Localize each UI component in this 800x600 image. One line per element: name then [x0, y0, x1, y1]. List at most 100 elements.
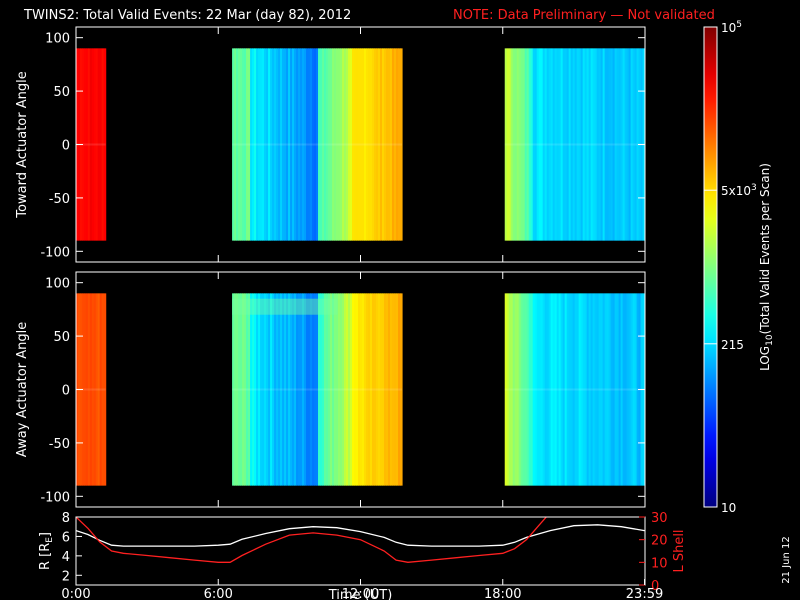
orbit-xtick-label: 23:59: [626, 587, 663, 600]
toward-stripe: [352, 48, 355, 241]
toward-stripe: [87, 48, 91, 241]
away-stripe: [393, 293, 397, 486]
toward-stripe: [540, 48, 544, 241]
toward-stripe: [368, 48, 371, 241]
toward-stripe: [399, 48, 403, 241]
away-stripe: [548, 293, 552, 486]
toward-stripe: [542, 48, 546, 241]
orbit-ytick-right-label: 30: [651, 511, 668, 526]
away-stripe: [246, 293, 249, 486]
toward-stripe: [636, 48, 640, 241]
away-stripe: [602, 293, 606, 486]
colorbar-tick-base: 5x10: [721, 184, 751, 198]
toward-stripe: [620, 48, 624, 241]
colorbar-tick-label: 105: [721, 20, 742, 35]
toward-stripe: [292, 48, 295, 241]
away-stripe: [322, 293, 325, 486]
away-stripe: [346, 293, 349, 486]
toward-stripe: [630, 48, 634, 241]
away-stripe: [302, 293, 305, 486]
away-stripe: [399, 293, 403, 486]
toward-stripe: [558, 48, 562, 241]
away-stripe: [588, 293, 592, 486]
away-stripe: [248, 293, 251, 486]
away-zero-band: [232, 388, 402, 391]
toward-stripe: [600, 48, 604, 241]
away-stripe: [272, 293, 275, 486]
away-stripe: [578, 293, 582, 486]
toward-stripe: [320, 48, 323, 241]
away-stripe: [372, 293, 375, 486]
away-stripe: [244, 293, 247, 486]
away-stripe: [384, 293, 387, 486]
toward-stripe: [512, 48, 516, 241]
toward-stripe: [85, 48, 89, 241]
toward-stripe: [332, 48, 335, 241]
toward-stripe: [574, 48, 578, 241]
toward-stripe: [528, 48, 532, 241]
away-stripe: [620, 293, 624, 486]
toward-stripe: [298, 48, 301, 241]
toward-stripe: [348, 48, 351, 241]
toward-stripe: [554, 48, 558, 241]
title-note: NOTE: Data Preliminary — Not validated: [453, 8, 715, 23]
toward-stripe: [264, 48, 267, 241]
away-stripe: [550, 293, 554, 486]
toward-stripe: [308, 48, 311, 241]
away-ytick-label: 0: [62, 384, 70, 399]
toward-stripe: [568, 48, 572, 241]
toward-stripe: [338, 48, 341, 241]
toward-stripe: [358, 48, 361, 241]
toward-stripe: [346, 48, 349, 241]
away-stripe: [380, 293, 383, 486]
away-stripe: [528, 293, 532, 486]
toward-stripe: [390, 48, 393, 241]
toward-stripe: [395, 48, 399, 241]
away-stripe: [306, 293, 309, 486]
orbit-xtick-label: 6:00: [204, 587, 233, 600]
away-ytick-label: 50: [53, 330, 70, 345]
toward-stripe: [89, 48, 93, 241]
away-stripe: [618, 293, 622, 486]
toward-stripe: [504, 48, 508, 241]
toward-stripe: [578, 48, 582, 241]
toward-stripe: [266, 48, 269, 241]
away-stripe: [282, 293, 285, 486]
away-stripe: [556, 293, 560, 486]
toward-stripe: [83, 48, 87, 241]
toward-stripe: [278, 48, 281, 241]
toward-stripe: [306, 48, 309, 241]
away-stripe: [504, 293, 508, 486]
toward-stripe: [262, 48, 265, 241]
colorbar: [703, 26, 718, 508]
toward-ylabel: Toward Actuator Angle: [15, 71, 30, 218]
away-stripe: [374, 293, 377, 486]
away-stripe: [606, 293, 610, 486]
toward-segment-2: [504, 48, 646, 241]
toward-stripe: [550, 48, 554, 241]
toward-stripe: [632, 48, 636, 241]
away-stripe: [366, 293, 369, 486]
away-stripe: [376, 293, 379, 486]
away-stripe: [554, 293, 558, 486]
away-stripe: [592, 293, 596, 486]
toward-stripe: [614, 48, 618, 241]
toward-stripe: [606, 48, 610, 241]
orbit-xlabel: Time (UT): [328, 588, 393, 600]
away-high-band: [232, 298, 338, 315]
away-stripe: [395, 293, 399, 486]
away-stripe: [91, 293, 95, 486]
toward-stripe: [604, 48, 608, 241]
away-stripe: [388, 293, 391, 486]
away-stripe: [89, 293, 93, 486]
toward-stripe: [592, 48, 596, 241]
toward-stripe: [598, 48, 602, 241]
toward-stripe: [258, 48, 261, 241]
toward-stripe: [384, 48, 387, 241]
away-stripe: [304, 293, 307, 486]
away-stripe: [256, 293, 259, 486]
orbit-xtick-label: 18:00: [484, 587, 521, 600]
away-stripe: [614, 293, 618, 486]
toward-ytick-label: 50: [53, 85, 70, 100]
toward-stripe: [81, 48, 85, 241]
